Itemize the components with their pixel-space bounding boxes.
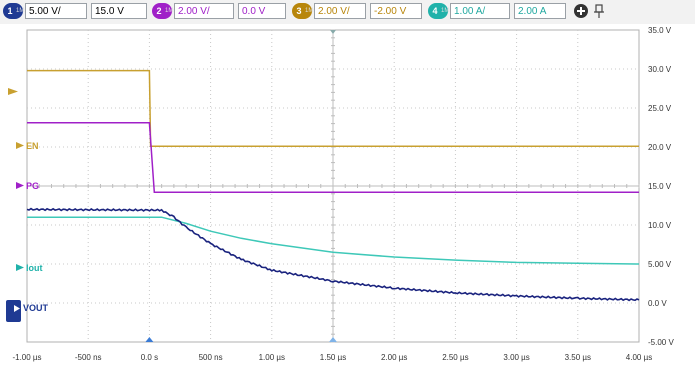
channel-1-scale[interactable]: 5.00 V/ <box>25 3 87 19</box>
x-tick-label: 3.00 µs <box>503 353 529 362</box>
iout-marker-arrow-icon <box>16 264 24 271</box>
y-tick-label: 10.0 V <box>648 221 672 230</box>
vout-marker-box <box>6 300 21 322</box>
trace-ch4 <box>27 216 640 265</box>
channel-1-impedance: 1MΩ <box>16 8 29 14</box>
channel-3-number: 3 <box>296 6 302 16</box>
trace-ch1 <box>26 207 640 302</box>
channel-4-scale[interactable]: 1.00 A/ <box>450 3 510 19</box>
channel-3-impedance: 1MΩ <box>305 8 318 14</box>
plot-background <box>0 24 695 371</box>
axis-labels: -1.00 µs -500 ns 0.0 s 500 ns 1.00 µs 1.50 µs… <box>12 26 674 362</box>
x-tick-label: 4.00 µs <box>626 353 652 362</box>
channel-1-number: 1 <box>7 6 13 16</box>
iout-marker-label: Iout <box>26 263 43 273</box>
channel-4-impedance: 1MΩ <box>441 8 454 14</box>
waveform-display[interactable]: -1.00 µs -500 ns 0.0 s 500 ns 1.00 µs 1.50 µs… <box>0 24 695 371</box>
plus-circle-icon[interactable] <box>573 3 589 19</box>
trigger-marker-icon[interactable] <box>329 337 337 342</box>
marker-vout[interactable]: VOUT <box>6 300 49 322</box>
x-tick-label: 2.00 µs <box>381 353 407 362</box>
y-tick-label: 25.0 V <box>648 104 672 113</box>
waveform-traces <box>26 69 640 302</box>
x-tick-label: 0.0 s <box>141 353 158 362</box>
channel-3-badge[interactable]: 3 1MΩ <box>292 3 318 19</box>
time-reference-icon[interactable] <box>330 30 336 34</box>
channel-1-offset[interactable]: 15.0 V <box>91 3 147 19</box>
pushpin-icon[interactable] <box>591 3 607 19</box>
channel-2-badge[interactable]: 2 1MΩ <box>152 3 178 19</box>
channel-1-badge[interactable]: 1 1MΩ <box>3 3 29 19</box>
channel-toolbar: 1 1MΩ 5.00 V/ 15.0 V 2 1MΩ 2.00 V/ 0.0 V… <box>0 0 695 25</box>
y-tick-label: 15.0 V <box>648 182 672 191</box>
pg-marker-label: PG <box>26 181 39 191</box>
x-tick-label: 2.50 µs <box>442 353 468 362</box>
channel-4-offset[interactable]: 2.00 A <box>514 3 566 19</box>
x-tick-label: 1.00 µs <box>259 353 285 362</box>
y-tick-label: 5.00 V <box>648 260 672 269</box>
y-tick-label: 0.0 V <box>648 299 667 308</box>
marker-pg[interactable]: PG <box>16 181 39 191</box>
x-tick-label: 1.50 µs <box>320 353 346 362</box>
y-tick-label: 35.0 V <box>648 26 672 35</box>
ch3-marker-arrow-icon <box>8 88 18 95</box>
channel-3-scale[interactable]: 2.00 V/ <box>314 3 366 19</box>
pg-marker-arrow-icon <box>16 182 24 189</box>
en-marker-arrow-icon <box>16 142 24 149</box>
channel-4-badge[interactable]: 4 1MΩ <box>428 3 454 19</box>
channel-4-number: 4 <box>432 6 438 16</box>
marker-iout[interactable]: Iout <box>16 263 43 273</box>
channel-3-offset[interactable]: -2.00 V <box>370 3 422 19</box>
y-tick-label: -5.00 V <box>648 338 674 347</box>
x-tick-label: -1.00 µs <box>12 353 41 362</box>
y-tick-label: 20.0 V <box>648 143 672 152</box>
trigger-markers <box>145 30 337 342</box>
trace-ch3 <box>27 69 639 147</box>
en-marker-label: EN <box>26 141 39 151</box>
marker-ch3[interactable] <box>8 88 18 95</box>
channel-2-number: 2 <box>156 6 162 16</box>
channel-2-offset[interactable]: 0.0 V <box>238 3 286 19</box>
channel-2-impedance: 1MΩ <box>165 8 178 14</box>
x-tick-label: -500 ns <box>75 353 102 362</box>
x-tick-label: 500 ns <box>199 353 223 362</box>
trigger-marker-icon[interactable] <box>145 337 154 342</box>
marker-en[interactable]: EN <box>16 141 39 151</box>
channel-2-scale[interactable]: 2.00 V/ <box>174 3 234 19</box>
y-tick-label: 30.0 V <box>648 65 672 74</box>
vout-marker-arrow-icon <box>14 305 20 312</box>
trace-ch2 <box>27 122 639 193</box>
vout-marker-label: VOUT <box>23 303 49 313</box>
x-tick-label: 3.50 µs <box>565 353 591 362</box>
